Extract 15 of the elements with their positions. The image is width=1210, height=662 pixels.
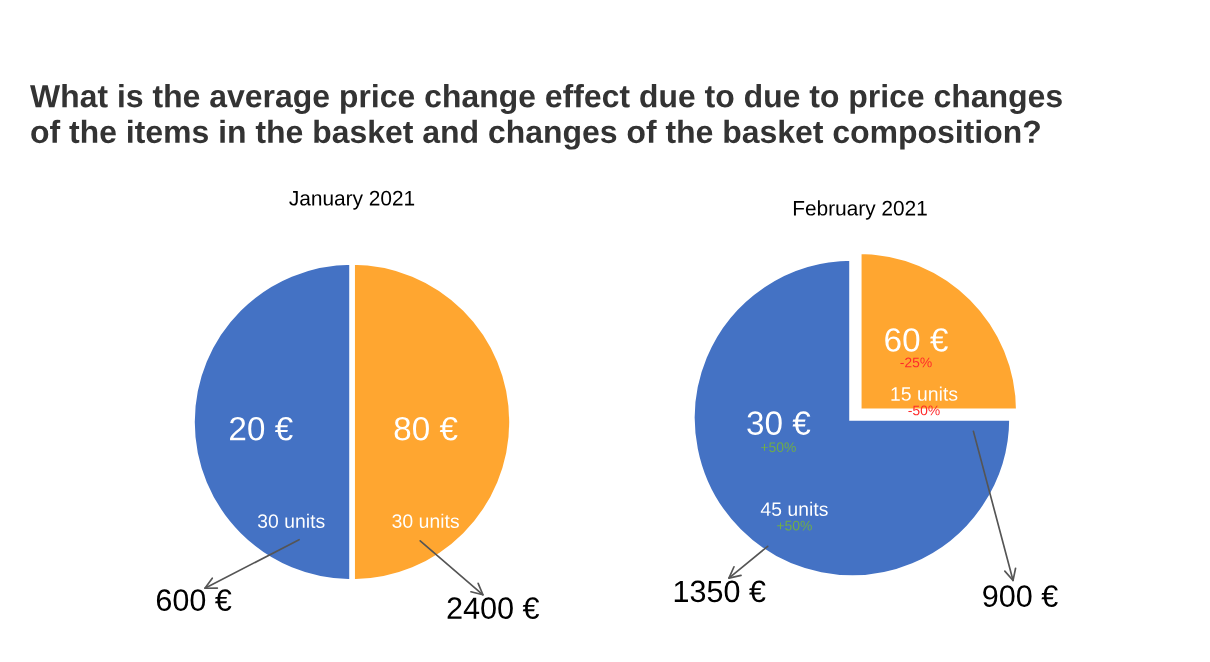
text: 45 units xyxy=(760,501,828,517)
text: 60 € xyxy=(885,328,948,352)
chart-title: February 2021 xyxy=(793,200,927,220)
text: 15 units xyxy=(891,386,958,401)
text: 80 € xyxy=(394,416,458,441)
text: 20 € xyxy=(230,416,293,441)
chart-title: What is the average price change effect due to due to price changes of the items in the basket and changes of the basket composition? xyxy=(30,84,1062,150)
text: 1350 € xyxy=(674,580,766,603)
text: 2400 € xyxy=(447,597,540,619)
text: 30 units xyxy=(257,513,325,529)
chart-subtitle: January 2021 xyxy=(289,190,415,210)
text: 600 € xyxy=(156,589,232,611)
text: 900 € xyxy=(983,585,1058,607)
text: 30 € xyxy=(747,411,811,435)
text: 30 units xyxy=(392,513,459,529)
